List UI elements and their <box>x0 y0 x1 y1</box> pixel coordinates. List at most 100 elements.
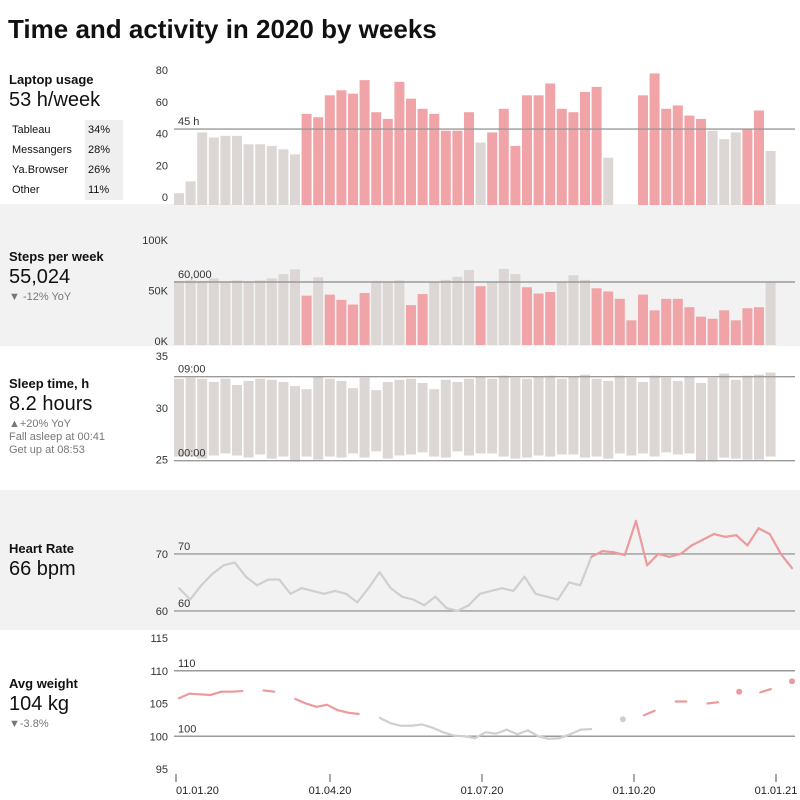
heart-line-segment <box>300 587 314 593</box>
sleep-bar <box>603 380 614 459</box>
laptop-value: 53 h/week <box>9 89 101 111</box>
laptop-bar <box>429 113 440 205</box>
heart-line-segment <box>177 587 192 601</box>
laptop-bar <box>324 95 335 205</box>
steps-bar <box>626 320 637 345</box>
laptop-bar <box>510 145 521 205</box>
steps-bar <box>498 268 509 345</box>
laptop-bar <box>754 110 764 205</box>
weight-line-segment <box>188 692 202 696</box>
heart-line-segment <box>200 572 214 587</box>
heart-panel: Heart Rate 66 bpm <box>9 541 76 581</box>
laptop-bar <box>417 108 428 205</box>
heart-line-segment <box>646 552 660 567</box>
weight-line-segment <box>473 731 487 740</box>
app-pct: 26% <box>85 160 123 180</box>
laptop-bar <box>220 135 231 205</box>
weight-line-segment <box>230 689 244 693</box>
steps-bar <box>452 276 463 345</box>
steps-bar <box>232 280 242 345</box>
laptop-bar <box>603 157 614 205</box>
heart-line-segment <box>612 551 626 557</box>
steps-bar <box>719 310 730 345</box>
sleep-bar <box>568 376 579 455</box>
laptop-bar <box>197 132 208 205</box>
heart-line-segment <box>423 595 437 607</box>
laptop-bar <box>533 95 544 205</box>
steps-bar <box>197 280 208 345</box>
heart-line-segment <box>623 519 638 557</box>
weight-change: ▼-3.8% <box>9 718 49 730</box>
heart-value: 66 bpm <box>9 558 76 580</box>
steps-bar <box>464 269 474 345</box>
sleep-bar <box>452 381 463 452</box>
heart-reference-label: 70 <box>178 541 190 553</box>
steps-bar <box>580 279 590 345</box>
steps-bar <box>707 318 718 345</box>
heart-line-segment <box>211 564 225 575</box>
sleep-bar <box>185 377 196 457</box>
weight-reference-label: 100 <box>178 723 196 735</box>
weight-line-segment <box>347 711 360 716</box>
heart-line-segment <box>311 589 325 595</box>
steps-bar <box>382 282 393 345</box>
sleep-bar <box>417 382 428 453</box>
heart-y-tick: 80 <box>156 0 168 3</box>
sleep-bar <box>638 381 648 454</box>
sleep-bar <box>719 373 730 458</box>
laptop-bar <box>243 144 254 205</box>
heart-line-segment <box>512 575 526 593</box>
steps-bar <box>278 274 289 345</box>
heart-line-segment <box>579 555 593 587</box>
steps-bar <box>765 282 776 345</box>
laptop-bar <box>498 108 509 205</box>
app-row: Ya.Browser 26% <box>9 160 123 180</box>
app-row: Other 11% <box>9 180 123 200</box>
steps-bar <box>255 280 266 345</box>
sleep-bar <box>394 379 405 456</box>
heart-line-segment <box>411 598 426 607</box>
sleep-bar <box>591 378 602 457</box>
heart-line-segment <box>768 532 782 556</box>
heart-line-segment <box>712 532 727 538</box>
weight-line-segment <box>294 697 307 705</box>
sleep-y-tick: 30 <box>156 403 168 415</box>
laptop-panel: Laptop usage 53 h/week Tableau 34% Messan… <box>9 72 123 200</box>
sleep-bar <box>556 378 567 455</box>
x-axis-label: 01.10.20 <box>613 785 656 797</box>
heart-line-segment <box>724 534 738 538</box>
laptop-bar <box>719 139 730 205</box>
steps-bar <box>475 286 486 345</box>
sleep-bar <box>765 372 776 457</box>
weight-line-segment <box>199 693 212 697</box>
steps-bar <box>603 291 614 345</box>
heart-line-segment <box>345 592 359 604</box>
laptop-bar <box>707 130 718 205</box>
sleep-bar <box>684 376 695 454</box>
laptop-bar <box>638 95 648 205</box>
laptop-bar <box>487 132 498 205</box>
heart-line-segment <box>367 571 381 590</box>
steps-reference-label: 60,000 <box>178 269 212 281</box>
steps-bar <box>730 320 741 345</box>
heart-line-segment <box>523 575 537 595</box>
weight-value: 104 kg <box>9 693 70 715</box>
laptop-bar <box>522 95 532 205</box>
steps-bar <box>545 291 556 345</box>
app-pct: 28% <box>85 140 123 160</box>
steps-bar <box>614 298 625 345</box>
sleep-bar <box>336 380 347 458</box>
app-share-table: Tableau 34% Messangers 28% Ya.Browser 26% O… <box>9 120 123 200</box>
weight-y-tick: 100 <box>150 731 168 743</box>
weight-panel: Avg weight 104 kg ▼-3.8% <box>9 676 78 731</box>
steps-bar <box>533 293 544 345</box>
sleep-bar <box>626 377 637 456</box>
heart-line-segment <box>601 550 615 554</box>
app-name: Other <box>9 180 85 200</box>
steps-bar <box>406 305 416 345</box>
sleep-bar <box>475 376 486 454</box>
laptop-title: Laptop usage <box>9 72 94 87</box>
heart-line-segment <box>735 534 749 547</box>
weight-line-segment <box>579 727 593 731</box>
